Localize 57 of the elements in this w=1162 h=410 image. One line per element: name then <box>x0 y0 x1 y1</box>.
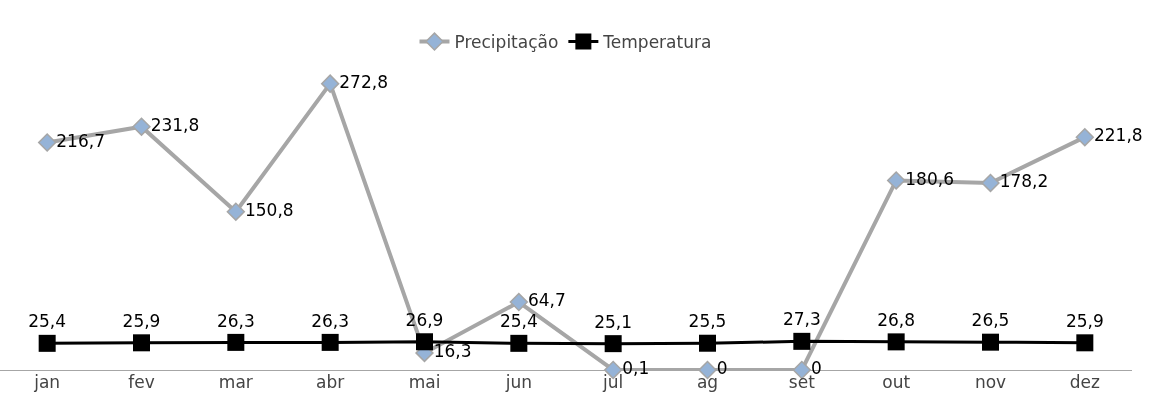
point <box>793 332 811 350</box>
data-label: 16,3 <box>433 341 472 362</box>
point <box>604 335 622 353</box>
legend-label: Precipitação <box>454 32 559 53</box>
data-label: 221,8 <box>1093 125 1143 146</box>
data-label: 25,9 <box>122 310 161 331</box>
point <box>38 334 56 352</box>
point <box>132 117 151 136</box>
point <box>1076 334 1094 352</box>
point <box>37 133 57 152</box>
data-label: 27,3 <box>782 309 821 330</box>
point <box>320 74 340 93</box>
point <box>321 333 339 351</box>
x-tick-label: dez <box>1069 372 1100 392</box>
data-label: 25,1 <box>594 311 633 332</box>
data-label: 180,6 <box>905 168 954 189</box>
data-label: 26,3 <box>311 310 350 331</box>
data-label: 150,8 <box>244 199 294 220</box>
data-label: 231,8 <box>150 114 200 135</box>
data-label: 26,3 <box>216 310 255 331</box>
data-label: 216,7 <box>56 130 105 151</box>
data-label: 25,4 <box>28 311 67 332</box>
x-tick-label: fev <box>128 372 155 392</box>
point <box>698 360 717 380</box>
data-label: 25,5 <box>688 311 727 332</box>
data-label: 26,5 <box>971 310 1010 331</box>
point <box>981 173 1000 193</box>
data-label: 64,7 <box>527 290 566 311</box>
point <box>133 334 150 352</box>
point <box>699 334 716 352</box>
x-tick-label: out <box>882 372 911 392</box>
point <box>982 333 999 351</box>
x-tick-label: mar <box>218 372 253 392</box>
x-tick-label: jul <box>602 372 624 392</box>
data-label: 272,8 <box>339 71 388 92</box>
data-label: 178,2 <box>999 171 1049 192</box>
point <box>509 292 529 312</box>
x-tick-label: abr <box>316 372 345 392</box>
x-tick-label: mai <box>408 372 441 392</box>
x-tick-label: jun <box>504 372 532 392</box>
x-tick-label: nov <box>974 372 1007 392</box>
legend-label: Temperatura <box>602 32 712 53</box>
x-tick-label: ag <box>696 372 719 392</box>
data-label: 25,9 <box>1065 310 1104 331</box>
point <box>416 333 433 351</box>
data-label: 26,9 <box>405 309 444 330</box>
point <box>886 171 906 190</box>
point <box>227 333 245 351</box>
data-label: 0 <box>716 358 728 379</box>
point <box>226 202 246 221</box>
x-tick-label: jan <box>33 372 61 392</box>
data-label: 26,8 <box>877 309 916 330</box>
point <box>510 334 528 352</box>
point <box>887 333 905 351</box>
data-label: 0,1 <box>622 358 650 379</box>
data-label: 25,4 <box>499 311 538 332</box>
point <box>1075 127 1095 147</box>
